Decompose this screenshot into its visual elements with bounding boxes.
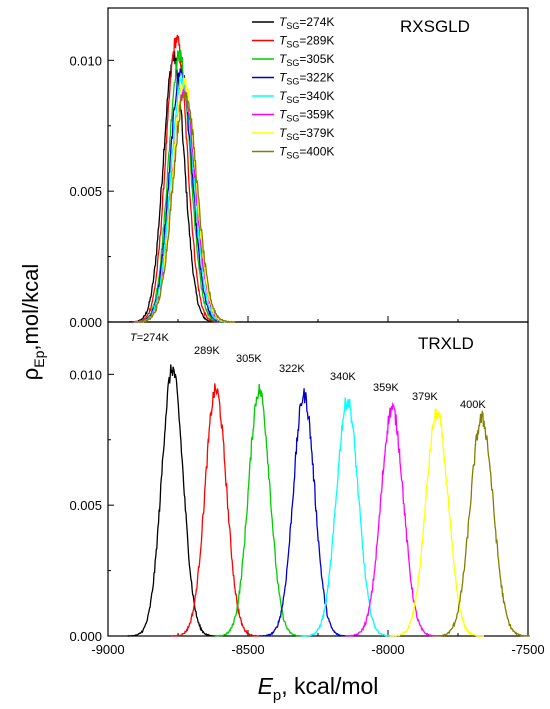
legend-prefix-sub: SG [286, 95, 299, 105]
bottom-panel-curves [127, 364, 531, 637]
y-tick-label: 0.000 [69, 629, 102, 644]
top-panel-curves [128, 34, 236, 323]
y-tick-label: 0.010 [69, 53, 102, 68]
series-line-top-7 [134, 90, 236, 323]
legend-label: TSG=340K [279, 89, 334, 105]
series-line-bottom-4 [301, 397, 393, 637]
legend-prefix: T [279, 52, 288, 66]
bottom-panel-title: TRXLD [418, 334, 474, 353]
peak-label: 379K [412, 391, 438, 403]
legend-value: =305K [299, 52, 334, 66]
peak-label-prefix: T [130, 332, 138, 344]
legend-prefix: T [279, 145, 288, 159]
y-axis-label-sub: Ep [31, 350, 47, 367]
legend-value: =359K [299, 108, 334, 122]
series-line-top-4 [134, 73, 231, 323]
peak-label: 340K [330, 371, 356, 383]
legend-label: TSG=305K [279, 52, 334, 68]
y-axis-label: ρEp,mol/kcal [18, 264, 47, 380]
series-line-bottom-0 [127, 364, 217, 637]
series-line-bottom-6 [389, 408, 484, 637]
legend-label: TSG=322K [279, 71, 334, 87]
legend-prefix-sub: SG [286, 151, 299, 161]
legend-label: TSG=379K [279, 126, 334, 142]
x-tick-label: -9000 [91, 642, 124, 657]
x-tick-label: -8500 [231, 642, 264, 657]
x-tick-label: -8000 [371, 642, 404, 657]
legend-prefix-sub: SG [286, 77, 299, 87]
legend-value: =274K [299, 15, 334, 29]
legend-prefix: T [279, 15, 288, 29]
legend-value: =322K [299, 71, 334, 85]
legend-label: TSG=289K [279, 34, 334, 50]
peak-label: T=274K [130, 332, 170, 344]
y-axis-label-rest: ,mol/kcal [18, 264, 43, 351]
x-tick-label: -7500 [511, 642, 544, 657]
legend-label: TSG=359K [279, 108, 334, 124]
peak-label: 359K [373, 382, 399, 394]
series-line-bottom-5 [345, 401, 440, 637]
x-axis-label-sub: p [273, 687, 281, 704]
legend-prefix: T [279, 108, 288, 122]
peak-label: 400K [460, 399, 486, 411]
top-panel-legend: TSG=274KTSG=289KTSG=305KTSG=322KTSG=340K… [252, 15, 334, 161]
top-panel-title: RXSGLD [400, 17, 470, 36]
bottom-panel-peak-labels: T=274K 289K 305K 322K 340K 359K 379K 400K [130, 332, 486, 411]
series-line-top-5 [134, 84, 233, 323]
series-line-bottom-2 [214, 383, 304, 637]
series-line-bottom-1 [171, 383, 261, 637]
peak-label: 289K [194, 345, 220, 357]
bottom-panel-axes: 0.000 0.005 0.010 -9000 -8500 -8000 -7500 [69, 367, 544, 657]
y-tick-label: 0.005 [69, 498, 102, 513]
y-axis-label-main: ρ [18, 368, 43, 381]
y-tick-label: 0.005 [69, 184, 102, 199]
x-axis-label-main: E [258, 673, 274, 699]
peak-label: 305K [236, 353, 262, 365]
legend-label: TSG=400K [279, 145, 334, 161]
y-tick-label: 0.010 [69, 367, 102, 382]
legend-prefix: T [279, 126, 288, 140]
x-axis-label: Ep, kcal/mol [258, 673, 379, 704]
series-line-top-1 [131, 34, 221, 323]
series-line-bottom-7 [433, 409, 531, 637]
legend-prefix-sub: SG [286, 132, 299, 142]
y-tick-label: 0.000 [69, 315, 102, 330]
legend-prefix: T [279, 71, 288, 85]
x-axis-label-rest: , kcal/mol [281, 673, 378, 699]
legend-value: =289K [299, 34, 334, 48]
top-panel-axes: 0.000 0.005 0.010 [69, 53, 529, 330]
legend-prefix: T [279, 89, 288, 103]
legend-prefix-sub: SG [286, 58, 299, 68]
legend-prefix-sub: SG [286, 21, 299, 31]
peak-label-value: =274K [137, 332, 170, 344]
legend-value: =379K [299, 126, 334, 140]
legend-prefix-sub: SG [286, 40, 299, 50]
legend-value: =400K [299, 145, 334, 159]
legend-prefix-sub: SG [286, 114, 299, 124]
legend-label: TSG=274K [279, 15, 334, 31]
svg-text:ρEp,mol/kcal: ρEp,mol/kcal [18, 264, 47, 380]
legend-prefix: T [279, 34, 288, 48]
series-line-bottom-3 [259, 388, 349, 637]
series-line-top-0 [128, 51, 219, 323]
legend-value: =340K [299, 89, 334, 103]
series-line-top-6 [134, 77, 234, 323]
peak-label: 322K [279, 363, 305, 375]
